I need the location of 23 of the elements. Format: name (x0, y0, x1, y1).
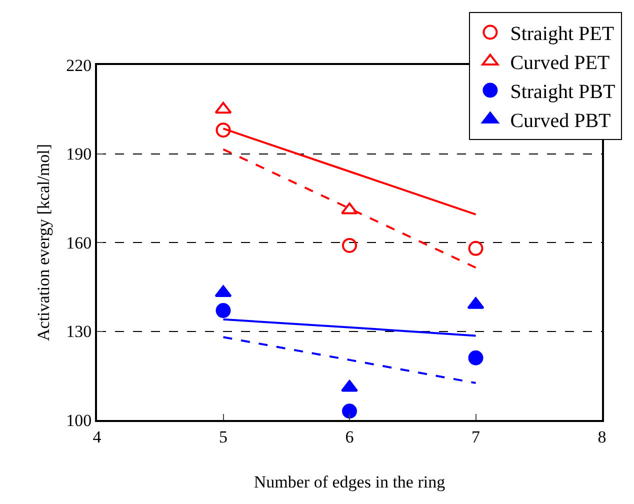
point (214, 285, 232, 298)
y-tick-label: 100 (66, 410, 92, 430)
y-tick-label: 220 (66, 56, 92, 75)
point (468, 350, 484, 366)
x-tick-label: 5 (219, 427, 228, 446)
point (214, 102, 232, 114)
y-tick-label: 190 (66, 144, 92, 164)
legend-label: Straight PBT (510, 81, 616, 104)
y-tick-label: 160 (66, 233, 92, 252)
x-tick-label: 4 (92, 427, 102, 446)
point (216, 303, 231, 318)
x-axis-title: Number of edges in the ring (254, 472, 446, 492)
point (342, 238, 357, 253)
x-tick-label: 8 (598, 427, 606, 446)
legend-label: Curved PBT (510, 110, 611, 132)
x-tick-label: 7 (472, 427, 480, 446)
x-tick-label: 6 (345, 427, 354, 446)
y-tick-label: 130 (66, 322, 92, 342)
legend-label: Curved PET (510, 52, 610, 74)
y-axis-title: Activation evergy [kcal/mol] (34, 144, 54, 342)
point (342, 404, 357, 419)
point (468, 240, 484, 256)
legend-label: Straight PET (510, 23, 614, 46)
